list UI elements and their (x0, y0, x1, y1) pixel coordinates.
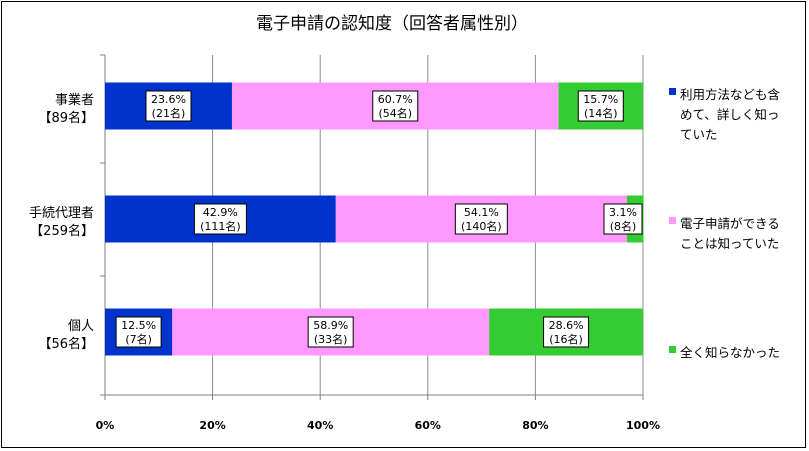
data-label-count: (140名) (461, 219, 502, 233)
data-label-count: (16名) (549, 332, 583, 346)
data-label-percent: 12.5% (121, 319, 156, 332)
data-label-percent: 28.6% (549, 319, 584, 332)
data-label-percent: 58.9% (313, 319, 348, 332)
category-label: 【259名】 (30, 223, 94, 239)
data-label-box (454, 203, 508, 235)
legend-swatch (669, 217, 676, 224)
legend-label: 利用方法なども含 (680, 87, 781, 102)
data-label-count: (8名) (610, 219, 637, 233)
data-label-box (307, 316, 354, 348)
legend-swatch (669, 88, 676, 95)
chart-title: 電子申請の認知度（回答者属性別） (256, 14, 528, 34)
data-label-box (372, 90, 419, 122)
data-label-count: (111名) (200, 219, 241, 233)
legend-label: めて、詳しく知っ (680, 107, 779, 122)
legend-swatch (669, 346, 676, 353)
data-label-percent: 3.1% (609, 206, 637, 219)
legend: 利用方法なども含めて、詳しく知っていた電子申請ができることは知っていた全く知らな… (669, 87, 781, 360)
data-label-count: (33名) (314, 332, 348, 346)
data-label-percent: 15.7% (583, 93, 618, 106)
legend-label: 電子申請ができる (680, 216, 780, 231)
data-label-count: (21名) (152, 106, 186, 120)
x-tick-label: 0% (96, 419, 115, 432)
category-label: 【89名】 (38, 110, 94, 126)
data-label-box (543, 316, 590, 348)
plot-area: 0% 20% 40% 60% 80% 100% 事業者【89名】手続代理者【259名】個人【… (29, 54, 660, 432)
legend-label: ことは知っていた (680, 236, 779, 251)
x-tick-label: 60% (415, 419, 441, 432)
data-label-box (603, 203, 643, 235)
legend-label: 全く知らなかった (680, 345, 780, 360)
data-label-percent: 23.6% (151, 93, 186, 106)
category-label: 個人 (68, 319, 94, 334)
data-label-percent: 54.1% (464, 206, 499, 219)
data-label-count: (7名) (125, 332, 152, 346)
data-label-percent: 60.7% (378, 93, 413, 106)
data-label-count: (14名) (584, 106, 618, 120)
x-tick-label: 100% (626, 419, 660, 432)
data-label-percent: 42.9% (203, 206, 238, 219)
x-tick-label: 20% (199, 419, 225, 432)
data-label-box (145, 90, 192, 122)
legend-label: ていた (680, 127, 718, 142)
data-label-box (115, 316, 162, 348)
category-label: 【56名】 (38, 336, 94, 352)
data-label-count: (54名) (378, 106, 412, 120)
category-label: 手続代理者 (29, 206, 94, 221)
data-label-box (193, 203, 247, 235)
x-tick-label: 40% (307, 419, 333, 432)
category-label: 事業者 (55, 92, 94, 108)
data-label-box (577, 90, 624, 122)
x-tick-label: 80% (522, 419, 548, 432)
